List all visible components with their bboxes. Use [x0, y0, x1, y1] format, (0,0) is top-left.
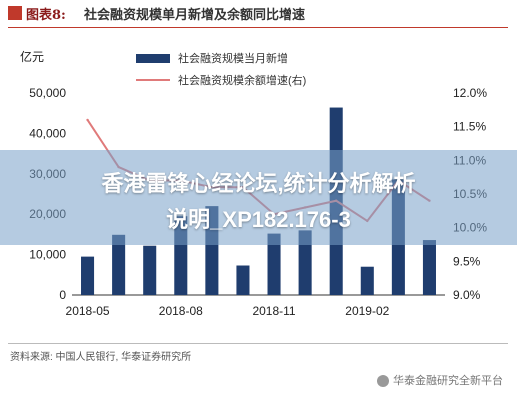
y-right-tick-label: 9.0%: [453, 288, 481, 302]
overlay-banner-line1: 香港雷锋心经论坛,统计分析解析: [101, 171, 416, 196]
figure-label: 图表8:: [26, 8, 66, 23]
source-note: 资料来源: 中国人民银行, 华泰证券研究所: [10, 352, 192, 363]
figure-header: 图表8: 社会融资规模单月新增及余额同比增速: [0, 0, 517, 30]
legend-bar-swatch: [136, 53, 170, 63]
watermark: 华泰金融研究全新平台: [377, 372, 503, 388]
bar: [298, 230, 312, 295]
chart-legend: 社会融资规模当月新增 社会融资规模余额增速(右): [136, 47, 306, 91]
bar: [143, 245, 157, 295]
header-divider: [8, 27, 508, 28]
x-tick-label: 2018-08: [159, 304, 203, 318]
legend-item-bar: 社会融资规模当月新增: [136, 47, 306, 69]
wechat-icon: [377, 375, 389, 388]
line-point: [86, 118, 89, 122]
y-right-tick-label: 9.5%: [453, 254, 481, 268]
y-left-tick-label: 10,000: [29, 248, 66, 262]
footer-divider: [8, 343, 508, 344]
overlay-banner: [0, 150, 517, 245]
legend-bar-label: 社会融资规模当月新增: [178, 53, 288, 65]
y-left-tick-label: 50,000: [29, 86, 66, 100]
bar: [267, 233, 281, 295]
x-tick-label: 2018-05: [66, 304, 110, 318]
bar: [360, 266, 374, 295]
legend-item-line: 社会融资规模余额增速(右): [136, 69, 306, 91]
watermark-text: 华泰金融研究全新平台: [393, 375, 503, 387]
figure-title: 社会融资规模单月新增及余额同比增速: [84, 8, 306, 23]
x-tick-label: 2018-11: [252, 304, 295, 318]
left-axis-unit: 亿元: [20, 50, 45, 64]
y-right-tick-label: 12.0%: [453, 86, 487, 100]
bar: [422, 240, 436, 295]
figure-marker-icon: [8, 6, 22, 20]
overlay-banner-line2: 说明_XP182.176-3: [166, 207, 351, 232]
bar: [112, 234, 126, 295]
bar: [81, 256, 95, 295]
legend-line-label: 社会融资规模余额增速(右): [178, 75, 307, 87]
bar: [236, 265, 250, 295]
y-right-tick-label: 11.5%: [453, 120, 486, 134]
x-tick-label: 2019-02: [345, 304, 389, 318]
y-left-tick-label: 0: [59, 288, 66, 302]
y-left-tick-label: 40,000: [29, 126, 66, 140]
legend-line-swatch: [136, 79, 170, 81]
